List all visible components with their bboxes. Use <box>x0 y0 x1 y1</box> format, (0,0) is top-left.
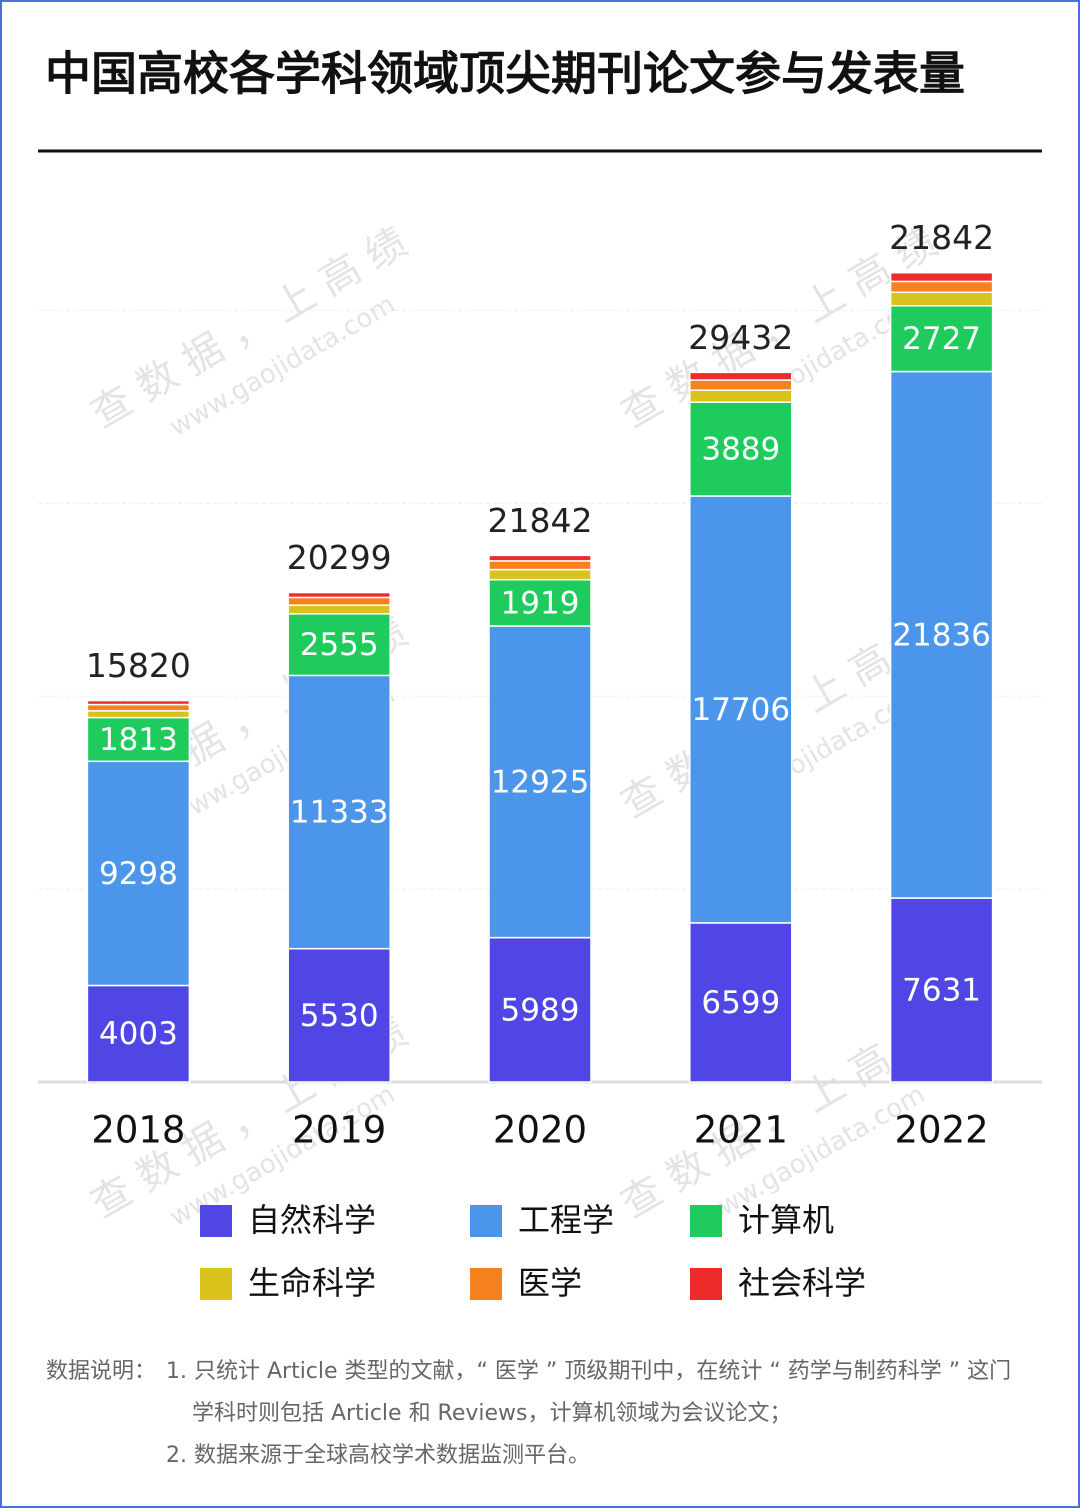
bar-segment <box>86 984 191 1083</box>
bar-segment <box>86 699 191 706</box>
value-label: 1919 <box>501 585 580 621</box>
total-label: 20299 <box>287 538 392 577</box>
legend-swatch <box>690 1205 722 1237</box>
bar-segment <box>287 591 391 599</box>
x-tick-label: 2021 <box>694 1109 788 1152</box>
value-label: 1813 <box>99 722 178 758</box>
legend-label: 社会科学 <box>738 1264 866 1302</box>
value-label: 5989 <box>501 992 580 1028</box>
x-tick-label: 2022 <box>895 1109 989 1152</box>
bar-segment <box>889 897 994 1083</box>
bar-segment <box>488 625 592 939</box>
bar-segment <box>488 578 592 627</box>
bar-segment <box>86 710 191 719</box>
value-label: 7631 <box>902 973 981 1009</box>
notes-label: 数据说明： <box>46 1359 156 1384</box>
legend-swatch <box>470 1268 502 1300</box>
bar-segment <box>287 674 391 950</box>
value-label: 2727 <box>902 321 981 357</box>
x-tick-label: 2019 <box>292 1109 386 1152</box>
value-label: 6599 <box>701 985 780 1021</box>
bar-segment <box>689 495 793 924</box>
x-tick-label: 2020 <box>493 1109 587 1152</box>
value-label: 17706 <box>691 692 790 728</box>
value-label: 21836 <box>892 617 991 653</box>
bar-segment <box>287 947 391 1083</box>
bar-segment <box>488 554 592 562</box>
bar-segment <box>86 703 191 712</box>
legend-label: 自然科学 <box>248 1201 376 1239</box>
legend-label: 计算机 <box>738 1201 834 1239</box>
legend-swatch <box>690 1268 722 1300</box>
legend-label: 工程学 <box>518 1201 614 1239</box>
legend-swatch <box>200 1205 232 1237</box>
note-line: 2. 数据来源于全球高校学术数据监测平台。 <box>166 1443 590 1468</box>
bar-segment <box>287 604 391 615</box>
x-tick-label: 2018 <box>91 1109 185 1152</box>
bar-segment <box>689 922 793 1083</box>
bar-segment <box>287 613 391 677</box>
total-label: 21842 <box>889 218 994 257</box>
bar-segment <box>287 596 391 606</box>
bar-segment <box>689 401 793 497</box>
total-label: 29432 <box>688 318 793 357</box>
value-label: 5530 <box>300 998 379 1034</box>
note-line: 1. 只统计 Article 类型的文献，“ 医学 ” 顶级期刊中，在统计 “ … <box>166 1359 1011 1384</box>
legend-label: 生命科学 <box>248 1264 376 1302</box>
chart-title: 中国高校各学科领域顶尖期刊论文参与发表量 <box>45 47 965 101</box>
bar-segment <box>488 936 592 1083</box>
legend-label: 医学 <box>518 1264 582 1302</box>
bar-segment <box>689 371 793 381</box>
legend-swatch <box>200 1268 232 1300</box>
total-label: 15820 <box>86 646 191 685</box>
bar-segment <box>488 560 592 571</box>
value-label: 2555 <box>300 627 379 663</box>
bar-segment <box>889 271 994 283</box>
bar-segment <box>889 370 994 899</box>
value-label: 3889 <box>701 432 780 468</box>
bar-segment <box>889 305 994 373</box>
value-label: 4003 <box>99 1016 178 1052</box>
bar-segment <box>689 379 793 391</box>
bar-segment <box>689 389 793 403</box>
bar-segment <box>488 568 592 581</box>
bar-segment <box>86 760 191 987</box>
bar-segment <box>889 291 994 307</box>
bar-segment <box>889 280 994 294</box>
value-label: 11333 <box>290 795 389 831</box>
value-label: 9298 <box>99 856 178 892</box>
legend-swatch <box>470 1205 502 1237</box>
total-label: 21842 <box>488 501 593 540</box>
note-line: 学科时则包括 Article 和 Reviews，计算机领域为会议论文； <box>192 1401 792 1426</box>
value-label: 12925 <box>491 764 590 800</box>
